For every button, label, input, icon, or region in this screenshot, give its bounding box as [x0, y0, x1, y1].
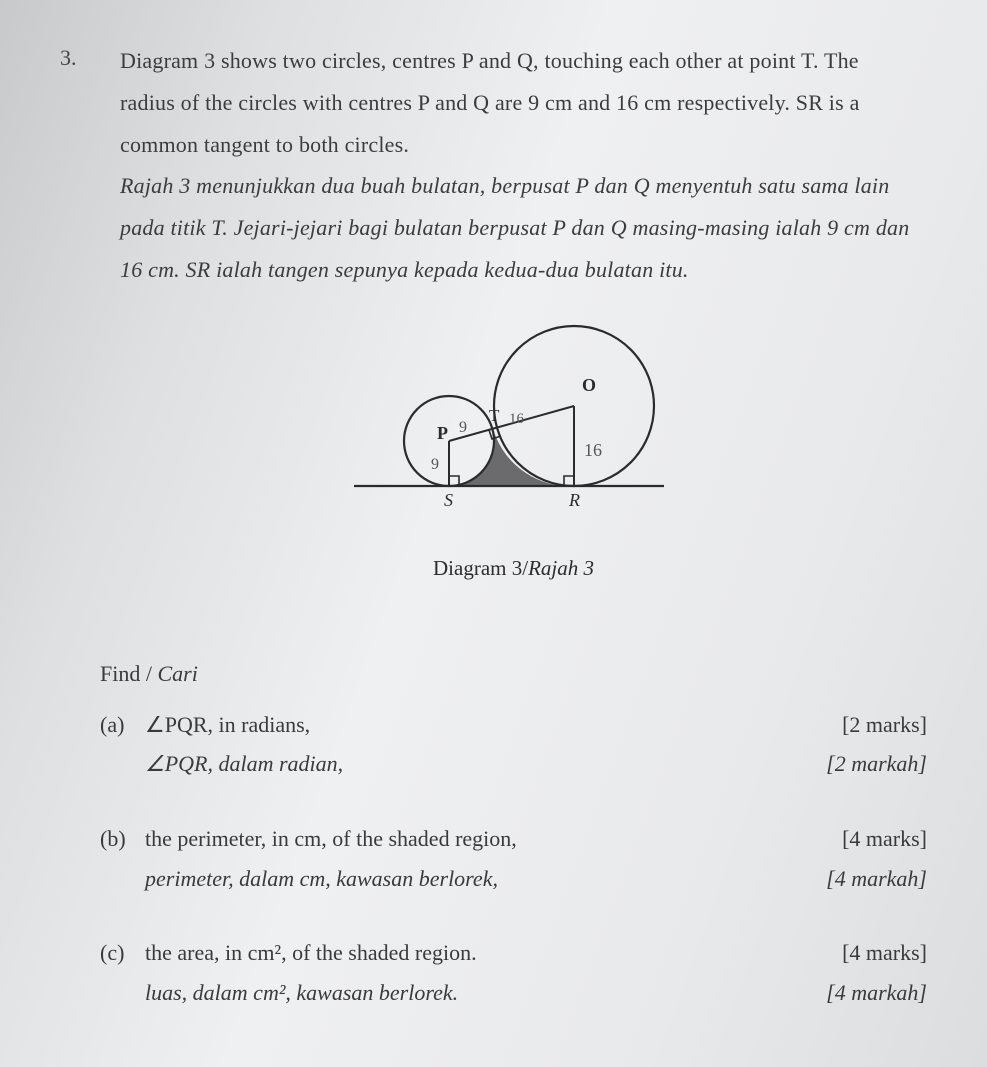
- part-b-marks-ms: [4 markah]: [787, 859, 927, 899]
- question-stem: Diagram 3 shows two circles, centres P a…: [120, 40, 927, 291]
- part-c-ms: luas, dalam cm², kawasan berlorek.: [145, 973, 477, 1013]
- part-a-marks-en: [2 marks]: [787, 705, 927, 745]
- sub-questions: Find / Cari (a) ∠PQR, in radians, ∠PQR, …: [100, 661, 927, 1013]
- caption-en: Diagram 3: [433, 556, 522, 580]
- question-number: 3.: [60, 45, 77, 71]
- part-a: (a) ∠PQR, in radians, ∠PQR, dalam radian…: [100, 705, 927, 784]
- stem-ms-2: pada titik T. Jejari-jejari bagi bulatan…: [120, 207, 927, 249]
- stem-en-2: radius of the circles with centres P and…: [120, 82, 927, 124]
- label-p: P: [437, 423, 448, 443]
- label-s: S: [444, 490, 453, 510]
- part-b-ms: perimeter, dalam cm, kawasan berlorek,: [145, 859, 517, 899]
- diagram-caption: Diagram 3/Rajah 3: [100, 556, 927, 581]
- stem-ms-1: Rajah 3 menunjukkan dua buah bulatan, be…: [120, 165, 927, 207]
- shaded-region: [449, 432, 574, 486]
- find-ms: Cari: [157, 661, 197, 686]
- part-c-marks-en: [4 marks]: [787, 933, 927, 973]
- part-a-label: (a): [100, 705, 145, 784]
- hand-9-top: 9: [459, 419, 467, 436]
- part-c: (c) the area, in cm², of the shaded regi…: [100, 933, 927, 1012]
- stem-ms-3: 16 cm. SR ialah tangen sepunya kepada ke…: [120, 249, 927, 291]
- part-a-marks-ms: [2 markah]: [787, 744, 927, 784]
- stem-en-1: Diagram 3 shows two circles, centres P a…: [120, 40, 927, 82]
- find-en: Find: [100, 661, 140, 686]
- label-o: O: [582, 375, 596, 395]
- part-b-label: (b): [100, 819, 145, 898]
- hand-16-right: 16: [584, 440, 602, 460]
- diagram-container: P O T S R 9 9 16 16 Diagram 3/Rajah 3: [100, 321, 927, 581]
- hand-16-top: 16: [509, 411, 525, 427]
- part-c-en: the area, in cm², of the shaded region.: [145, 933, 477, 973]
- part-b-en: the perimeter, in cm, of the shaded regi…: [145, 819, 517, 859]
- part-c-label: (c): [100, 933, 145, 1012]
- diagram-svg: P O T S R 9 9 16 16: [334, 321, 694, 541]
- part-a-ms: ∠PQR, dalam radian,: [145, 744, 343, 784]
- hand-9-left: 9: [431, 456, 439, 473]
- part-c-marks-ms: [4 markah]: [787, 973, 927, 1013]
- caption-ms: Rajah 3: [528, 556, 594, 580]
- part-a-en: ∠PQR, in radians,: [145, 705, 343, 745]
- label-r: R: [568, 490, 580, 510]
- find-prompt: Find / Cari: [100, 661, 927, 687]
- part-b-marks-en: [4 marks]: [787, 819, 927, 859]
- stem-en-3: common tangent to both circles.: [120, 124, 927, 166]
- part-b: (b) the perimeter, in cm, of the shaded …: [100, 819, 927, 898]
- label-t: T: [489, 406, 500, 425]
